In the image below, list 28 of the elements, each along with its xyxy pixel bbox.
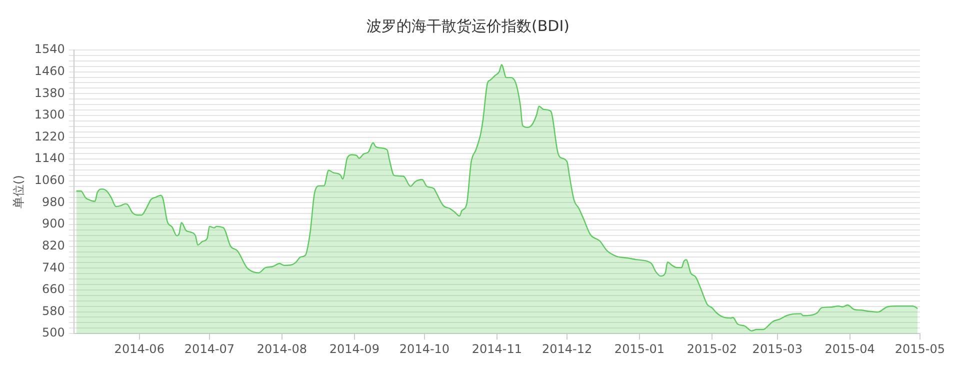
x-tick-label: 2015-01 [614,342,665,356]
y-tick-label: 740 [42,260,65,274]
x-tick-label: 2014-08 [256,342,307,356]
y-tick-label: 1140 [34,151,65,166]
x-tick-label: 2015-04 [824,342,875,356]
x-tick-label: 2015-02 [686,342,738,356]
y-tick-label: 820 [42,238,65,252]
y-tick-label: 900 [42,216,65,231]
x-tick-label: 2014-12 [542,342,592,356]
chart-title: 波罗的海干散货运价指数(BDI) [366,16,570,35]
x-tick-label: 2015-05 [894,342,945,356]
x-tick-label: 2015-03 [752,342,802,356]
y-tick-label: 1540 [34,42,65,56]
x-tick-label: 2014-06 [114,342,164,356]
x-tick-label: 2014-09 [329,342,380,356]
x-tick-label: 2014-07 [184,342,235,356]
y-tick-label: 1220 [34,129,65,144]
y-tick-label: 1380 [34,86,65,100]
y-tick-label: 660 [42,282,65,296]
y-tick-label: 580 [42,304,65,318]
x-tick-label: 2014-11 [472,342,522,356]
y-axis-title: 单位() [11,175,26,208]
y-tick-label: 980 [42,194,65,209]
y-tick-label: 1060 [34,173,65,188]
y-tick-label: 500 [42,326,65,340]
x-tick-label: 2014-10 [399,342,450,356]
y-tick-label: 1460 [34,64,65,78]
y-tick-label: 1300 [34,108,65,122]
